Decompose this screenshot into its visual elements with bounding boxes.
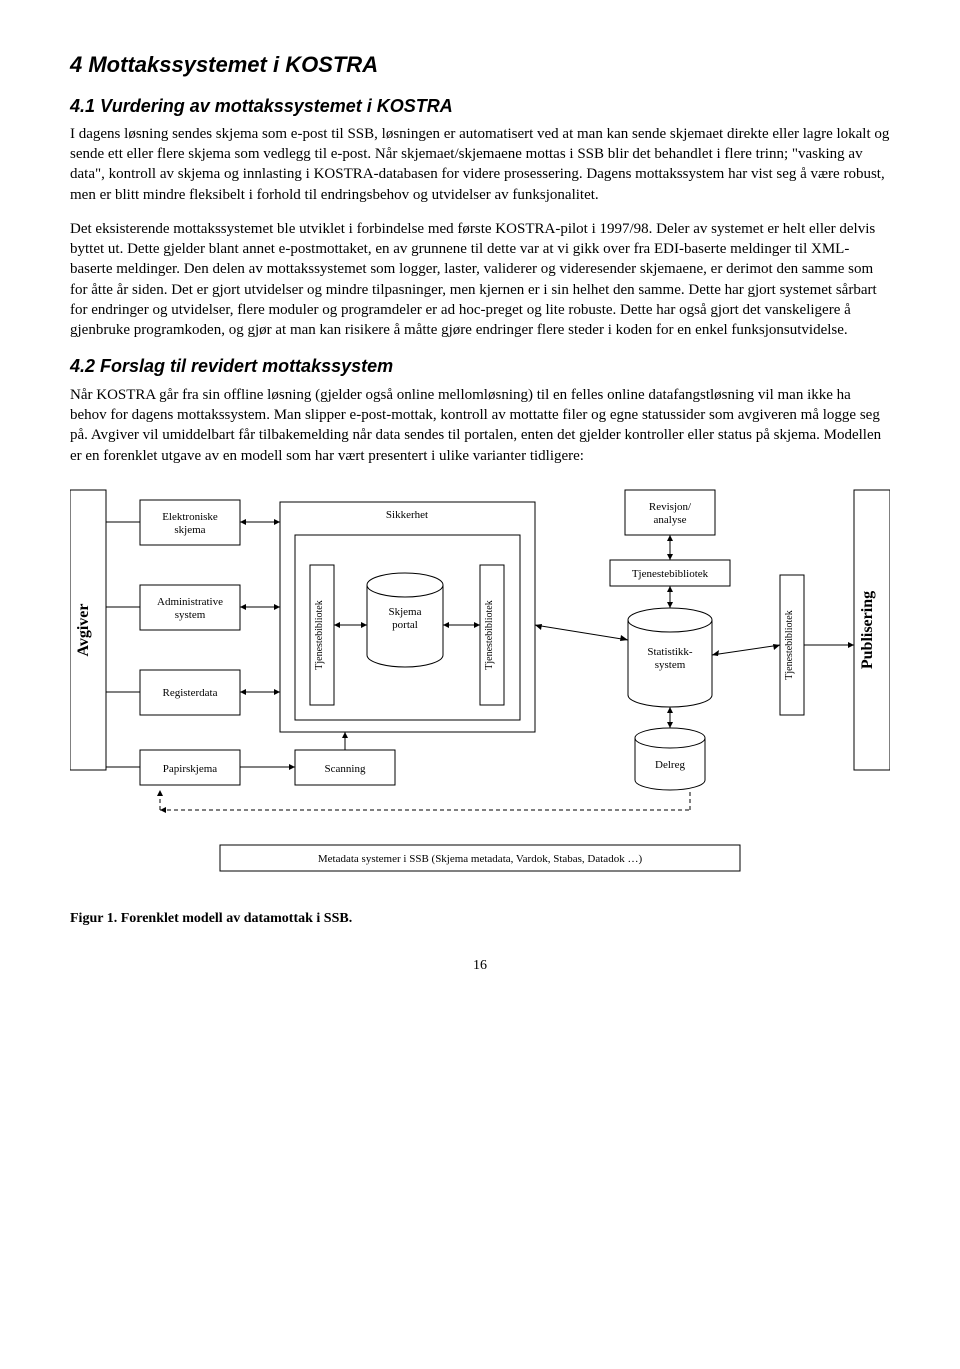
publisering-label: Publisering (859, 591, 876, 669)
subsection-heading-2: 4.2 Forslag til revidert mottakssystem (70, 354, 890, 378)
paragraph-2: Det eksisterende mottakssystemet ble utv… (70, 219, 890, 341)
delreg-label: Delreg (655, 759, 685, 771)
revisjon-2: analyse (654, 514, 687, 526)
page-number: 16 (70, 957, 890, 976)
revisjon-1: Revisjon/ (649, 501, 692, 513)
tjeneste-lib-left: Tjenestebibliotek (314, 600, 325, 669)
skjemaportal-1: Skjema (389, 606, 422, 618)
subsection-heading-1: 4.1 Vurdering av mottakssystemet i KOSTR… (70, 94, 890, 118)
sikkerhet-label: Sikkerhet (386, 509, 428, 521)
statistikk-1: Statistikk- (647, 646, 693, 658)
scanning-label: Scanning (325, 763, 366, 775)
avgiver-label: Avgiver (75, 603, 92, 656)
tjeneste-lib-right: Tjenestebibliotek (632, 568, 709, 580)
registerdata-label: Registerdata (163, 687, 218, 699)
skjemaportal-2: portal (392, 619, 418, 631)
tjeneste-lib-far-right: Tjenestebibliotek (784, 610, 795, 679)
flow-diagram: Avgiver Publisering Elektroniske skjema … (70, 480, 890, 880)
tjeneste-lib-mid: Tjenestebibliotek (484, 600, 495, 669)
administrative-2: system (175, 609, 206, 621)
metadata-label: Metadata systemer i SSB (Skjema metadata… (318, 853, 643, 865)
statistikk-2: system (655, 659, 686, 671)
section-heading: 4 Mottakssystemet i KOSTRA (70, 50, 890, 80)
papirskjema-label: Papirskjema (163, 763, 217, 775)
elektroniske-2: skjema (174, 524, 205, 536)
paragraph-1: I dagens løsning sendes skjema som e-pos… (70, 124, 890, 205)
paragraph-3: Når KOSTRA går fra sin offline løsning (… (70, 385, 890, 466)
figure-caption: Figur 1. Forenklet modell av datamottak … (70, 910, 890, 929)
diagram-container: Avgiver Publisering Elektroniske skjema … (70, 480, 890, 886)
elektroniske-1: Elektroniske (162, 511, 218, 523)
administrative-1: Administrative (157, 596, 223, 608)
